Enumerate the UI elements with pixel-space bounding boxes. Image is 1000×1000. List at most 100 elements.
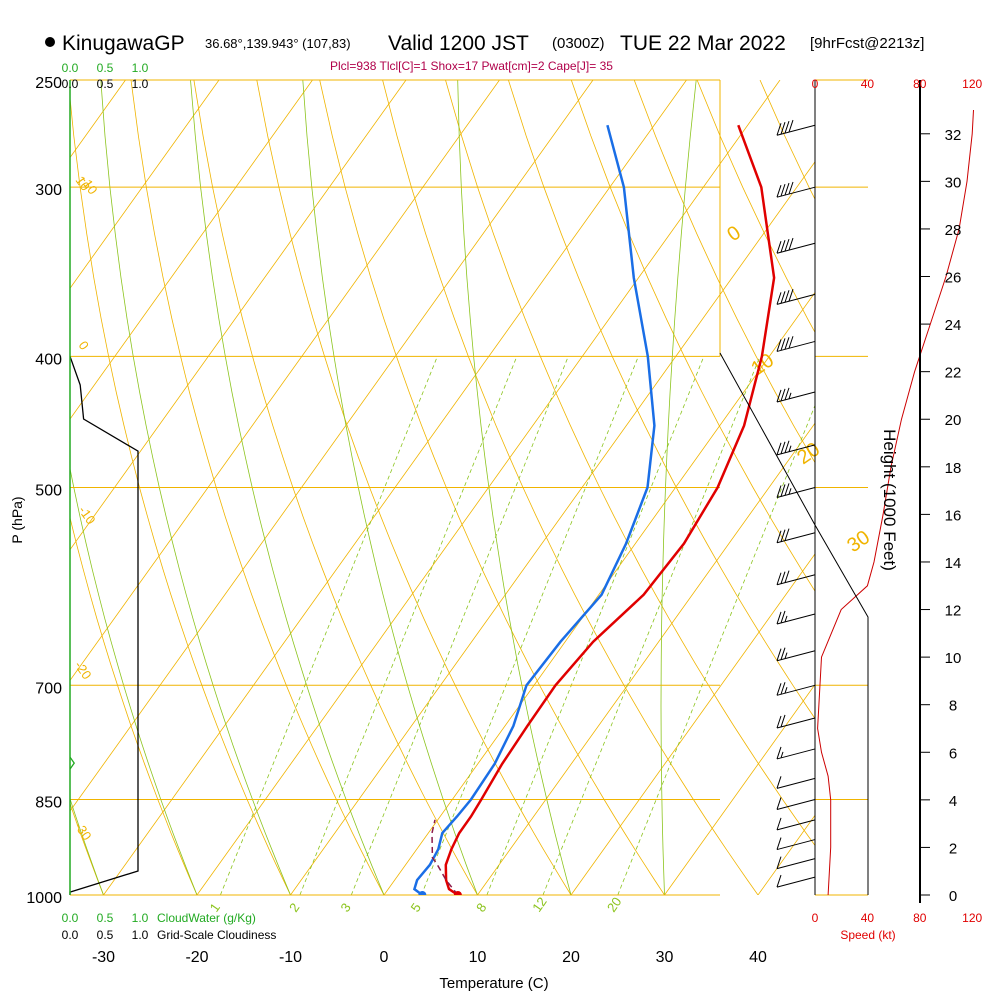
height-tick-label: 4 (949, 793, 957, 810)
wind-barb-half-flag (788, 445, 792, 452)
speed-axis-title: Speed (kt) (840, 928, 895, 942)
moist-adiabat-line (100, 80, 291, 895)
cloudiness-tick-bottom: 0.5 (97, 928, 114, 942)
dry-adiabat-label: 0 (723, 222, 745, 246)
height-tick-label: 16 (945, 507, 962, 524)
wind-barb-flag (776, 611, 782, 625)
height-tick-label: 28 (945, 222, 962, 239)
height-axis-title: Height (1000 Feet) (880, 429, 899, 571)
wind-barb (776, 289, 816, 305)
height-tick-label: 2 (949, 840, 957, 857)
wind-barb-flag (788, 181, 794, 195)
wind-barb-staff (776, 444, 816, 456)
wind-barb (776, 817, 816, 831)
dry-adiabat-line (70, 93, 291, 895)
wind-barb-flag (780, 714, 786, 728)
wind-barb-flag (780, 338, 786, 351)
date-label: TUE 22 Mar 2022 (620, 32, 786, 55)
wind-barb (776, 440, 816, 456)
wind-barb-flag (780, 484, 786, 497)
wind-barb-half-flag (784, 615, 788, 623)
tropopause-boundary (719, 352, 869, 895)
wind-barb (776, 874, 816, 888)
pressure-tick-label: 1000 (26, 890, 62, 907)
moist-adiabat-line (70, 466, 198, 895)
wind-barb-staff (776, 717, 816, 729)
x-tick-label: -30 (92, 949, 115, 966)
x-tick-label: 30 (656, 949, 674, 966)
wind-barb (776, 797, 816, 810)
cloudwater-tick-top: 0.0 (62, 61, 79, 75)
dry-adiabat-line (949, 80, 1000, 895)
wind-barb-staff (776, 777, 816, 789)
mixing-ratio-line (486, 356, 705, 895)
height-speed-curve (817, 109, 974, 896)
wind-barb-flag (776, 776, 782, 789)
wind-barb-staff (776, 340, 816, 352)
cloudiness-panel (69, 356, 139, 895)
wind-barb-flag (776, 683, 782, 696)
x-tick-label: -20 (185, 949, 208, 966)
mixing-ratio-label: 8 (473, 900, 489, 915)
wind-barb-flag (788, 237, 794, 251)
wind-barb-staff (776, 242, 816, 254)
wind-barb-staff (776, 532, 816, 544)
x-axis-title: Temperature (C) (439, 975, 548, 992)
wind-barb-flag (776, 572, 782, 585)
indices-text: Plcl=938 Tlcl[C]=1 Shox=17 Pwat[cm]=2 Ca… (330, 59, 613, 73)
isotherm-line (70, 80, 313, 420)
cloudwater-tick-bottom: 1.0 (132, 911, 149, 925)
wind-barb-flag (776, 856, 782, 869)
mixing-ratio-line (220, 356, 438, 895)
speed-tick-bottom: 80 (913, 911, 927, 925)
height-tick-label: 22 (945, 365, 962, 382)
dry-adiabat-line (570, 80, 815, 592)
dry-adiabat-line (633, 80, 815, 464)
wind-barb-half-flag (784, 652, 788, 659)
mixing-ratio-line (421, 356, 639, 895)
wind-barb (776, 387, 816, 403)
wind-barb (776, 746, 816, 760)
wind-barb-flag (784, 387, 790, 401)
sounding-profiles (412, 124, 776, 895)
height-tick-label: 26 (945, 270, 962, 287)
wind-barb-flag (784, 238, 790, 252)
wind-barb-flag (780, 682, 786, 695)
height-tick-label: 30 (945, 174, 962, 191)
dry-adiabat-label: 30 (843, 526, 874, 557)
isotherm-line (664, 683, 815, 895)
dry-adiabat-line (0, 80, 10, 895)
height-tick-label: 8 (949, 698, 957, 715)
dry-adiabat-line (886, 80, 1000, 895)
moist-adiabat-label: 0 (76, 338, 92, 353)
pressure-tick-label: 500 (35, 483, 62, 500)
x-tick-label: 20 (562, 949, 580, 966)
speed-tick-top: 120 (962, 77, 982, 91)
isotherm-line (0, 80, 32, 895)
height-tick-label: 20 (945, 412, 962, 429)
thermo-grid (0, 80, 1000, 895)
height-tick-label: 10 (945, 650, 962, 667)
wind-barb-flag (780, 122, 786, 135)
cloudwater-tick-top: 0.5 (97, 61, 114, 75)
height-tick-label: 6 (949, 745, 957, 762)
wind-barb (776, 237, 816, 254)
moist-adiabat-line (457, 80, 572, 895)
station-coords: 36.68°,139.943° (107,83) (205, 36, 351, 51)
wind-barb (776, 483, 816, 498)
dry-adiabat-line (445, 80, 815, 847)
wind-barb (776, 181, 816, 198)
wind-barb-flag (776, 339, 782, 352)
wind-barb-flag (784, 120, 790, 134)
wind-barb-flag (788, 336, 794, 349)
wind-barb-flag (784, 440, 790, 453)
pressure-tick-label: 300 (35, 182, 62, 199)
dewpoint-line (412, 124, 656, 895)
wind-barb-staff (776, 684, 816, 696)
wind-barb (776, 856, 816, 870)
dry-adiabat-label: 20 (793, 438, 824, 469)
mixing-ratio-label: 5 (408, 900, 424, 915)
wind-barb-flag (780, 571, 786, 584)
speed-tick-top: 80 (913, 77, 927, 91)
